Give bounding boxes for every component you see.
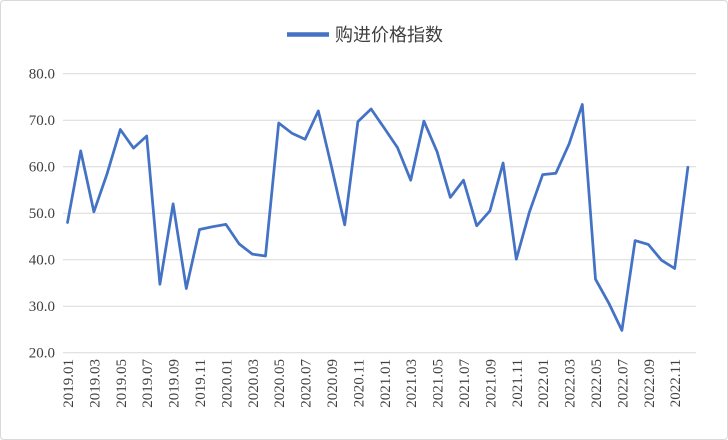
y-axis-tick-label: 30.0 — [29, 299, 55, 315]
x-axis-tick-label: 2022.01 — [536, 359, 552, 408]
y-axis-tick-label: 20.0 — [29, 346, 55, 362]
x-axis-tick-label: 2020.11 — [351, 359, 367, 407]
x-axis-tick-label: 2022.09 — [642, 359, 658, 408]
data-series-line — [66, 103, 690, 332]
x-axis-tick-label: 2021.11 — [510, 359, 526, 407]
y-axis-tick-label: 50.0 — [29, 206, 55, 222]
x-axis-tick-label: 2019.05 — [114, 359, 130, 408]
x-axis-tick-label: 2022.11 — [668, 359, 684, 407]
x-axis-tick-label: 2022.03 — [563, 359, 579, 408]
x-axis-tick-label: 2019.03 — [87, 359, 103, 408]
x-axis-tick-label: 2020.05 — [272, 359, 288, 408]
legend-label: 购进价格指数 — [335, 25, 443, 45]
x-axis-tick-label: 2021.01 — [378, 359, 394, 408]
y-axis-tick-label: 40.0 — [29, 253, 55, 269]
x-axis-tick-label: 2021.05 — [431, 359, 447, 408]
y-axis-tick-label: 70.0 — [29, 113, 55, 129]
x-axis-tick-label: 2019.07 — [140, 359, 156, 408]
x-axis-tick-label: 2020.01 — [219, 359, 235, 408]
y-axis-tick-label: 60.0 — [29, 160, 55, 176]
x-axis-tick-label: 2020.07 — [299, 359, 315, 408]
x-axis-tick-label: 2022.07 — [615, 359, 631, 408]
legend: 购进价格指数 — [287, 25, 443, 45]
x-axis-tick-label: 2019.11 — [193, 359, 209, 407]
y-axis-tick-label: 80.0 — [29, 67, 55, 83]
x-axis-tick-label: 2020.09 — [325, 359, 341, 408]
x-axis-tick-label: 2020.03 — [246, 359, 262, 408]
x-axis-tick-label: 2021.03 — [404, 359, 420, 408]
x-axis-tick-label: 2019.09 — [167, 359, 183, 408]
x-axis-tick-label: 2019.01 — [61, 359, 77, 408]
x-axis-tick-label: 2021.07 — [457, 359, 473, 408]
gridlines — [63, 73, 696, 354]
x-axis-labels: 2019.01 2019.03 2019.05 2019.07 2019.09 2019.… — [61, 359, 684, 408]
x-axis-tick-label: 2022.05 — [589, 359, 605, 408]
y-axis-labels: 20.0 30.0 40.0 50.0 60.0 70.0 80.0 — [29, 67, 55, 362]
x-axis-tick-label: 2021.09 — [483, 359, 499, 408]
